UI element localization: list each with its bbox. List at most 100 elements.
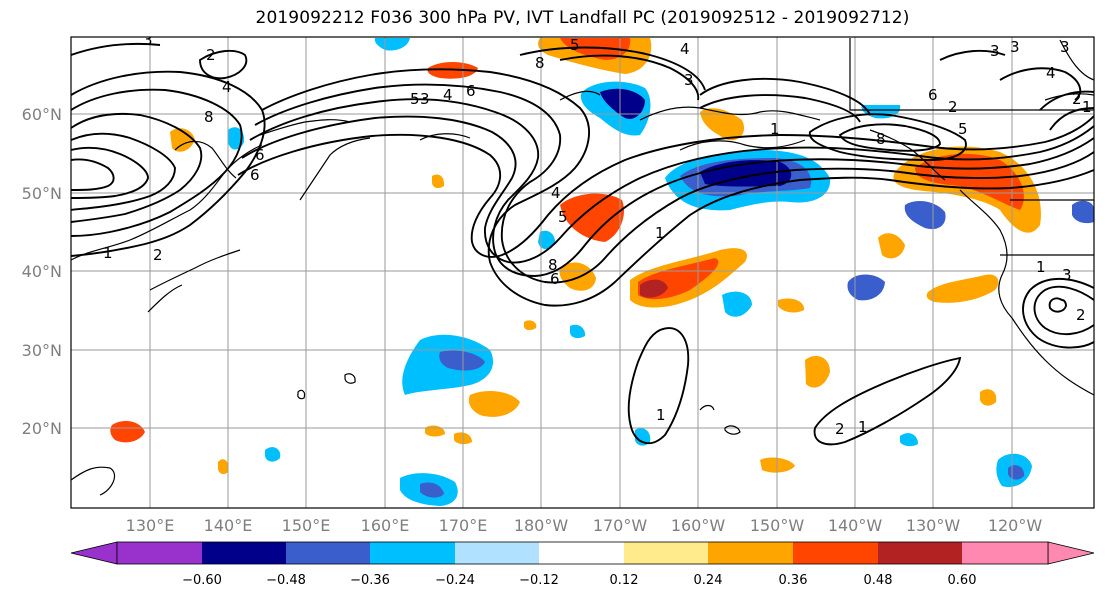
lat-label: 60°N bbox=[22, 105, 62, 124]
lon-label: 140°E bbox=[204, 516, 253, 535]
shade-positive-region bbox=[926, 274, 999, 303]
shade-negative-region bbox=[904, 200, 946, 230]
colorbar-tick-label: 0.60 bbox=[948, 573, 977, 588]
contour-label: 2 bbox=[835, 420, 845, 438]
contour-label: 8 bbox=[548, 256, 558, 274]
shade-positive-region bbox=[560, 193, 625, 242]
lat-label: 50°N bbox=[22, 184, 62, 203]
contour-label: 2 bbox=[1076, 306, 1086, 324]
lon-label: 170°E bbox=[439, 516, 488, 535]
colorbar-bin bbox=[878, 542, 962, 564]
contour-label: 5 bbox=[570, 36, 580, 54]
colorbar-bin bbox=[962, 542, 1048, 564]
colorbar-bin bbox=[708, 542, 793, 564]
contour-label: 2 bbox=[153, 246, 163, 264]
shade-negative-region bbox=[420, 482, 444, 498]
shade-positive-region bbox=[170, 128, 195, 152]
contour-label: 4 bbox=[443, 86, 453, 104]
shade-negative-region bbox=[847, 274, 885, 301]
colorbar-bin bbox=[117, 542, 202, 564]
shade-positive-region bbox=[980, 389, 997, 406]
shade-positive-region bbox=[468, 390, 520, 417]
lon-label: 170°W bbox=[593, 516, 648, 535]
contour-label: 3 bbox=[1060, 38, 1070, 56]
colorbar: −0.60 −0.48 −0.36 −0.24 −0.12 0.12 0.24 … bbox=[70, 541, 1095, 588]
contour-label: 8 bbox=[204, 108, 214, 126]
lat-label: 40°N bbox=[22, 262, 62, 281]
colorbar-tick-label: −0.36 bbox=[350, 573, 390, 588]
contour-label: 1 bbox=[770, 120, 780, 138]
contour-label: 1 bbox=[656, 406, 666, 424]
shade-negative-region bbox=[570, 324, 586, 339]
lon-label: 150°E bbox=[282, 516, 331, 535]
contour-label: 6 bbox=[250, 166, 260, 184]
shade-negative-region bbox=[374, 38, 410, 51]
shade-positive-region bbox=[878, 233, 905, 259]
shade-positive-region bbox=[778, 298, 805, 313]
colorbar-tick-label: −0.48 bbox=[266, 573, 306, 588]
shade-positive-region bbox=[218, 459, 229, 475]
lat-label: 20°N bbox=[22, 419, 62, 438]
lon-label: 120°W bbox=[988, 516, 1043, 535]
contour-label: 3 bbox=[990, 42, 1000, 60]
shade-positive-region bbox=[640, 279, 668, 298]
colorbar-tick-label: 0.36 bbox=[779, 573, 808, 588]
colorbar-tick-label: −0.12 bbox=[519, 573, 559, 588]
graticule bbox=[71, 37, 1094, 508]
contour-label: 2 bbox=[206, 46, 216, 64]
colorbar-outline bbox=[116, 541, 1049, 565]
shade-positive-region bbox=[805, 356, 830, 388]
longitude-labels: 130°E 140°E 150°E 160°E 170°E 180°W 170°… bbox=[126, 516, 1043, 535]
contour-label: 3 bbox=[684, 71, 694, 89]
shade-negative-region bbox=[439, 350, 485, 371]
contour-label: 4 bbox=[222, 78, 232, 96]
contour-label: 3 bbox=[143, 31, 153, 49]
shade-negative-region bbox=[1072, 200, 1094, 224]
lat-label: 30°N bbox=[22, 341, 62, 360]
contour-label: 5 bbox=[410, 90, 420, 108]
shade-negative-region bbox=[635, 428, 651, 446]
contour-label: 1 bbox=[655, 224, 665, 242]
latitude-labels: 60°N 50°N 40°N 30°N 20°N bbox=[22, 105, 62, 438]
map-title: 2019092212 F036 300 hPa PV, IVT Landfall… bbox=[255, 8, 910, 28]
shade-positive-region bbox=[110, 420, 145, 443]
lon-label: 130°E bbox=[126, 516, 175, 535]
map-frame bbox=[70, 36, 1095, 509]
lon-label: 180°W bbox=[514, 516, 569, 535]
shade-positive-region bbox=[432, 174, 445, 189]
colorbar-extend-high bbox=[1047, 541, 1095, 565]
shade-negative-region bbox=[538, 230, 556, 250]
colorbar-tick-label: −0.24 bbox=[435, 573, 475, 588]
colorbar-bin bbox=[286, 542, 370, 564]
colorbar-tick-label: 0.12 bbox=[610, 573, 639, 588]
shade-negative-region bbox=[900, 433, 918, 447]
shade-negative-region bbox=[265, 447, 281, 462]
colorbar-tick-label: −0.60 bbox=[182, 573, 222, 588]
contour-label: 4 bbox=[551, 184, 561, 202]
contour-label: 4 bbox=[1046, 64, 1056, 82]
contour-label: 6 bbox=[255, 146, 265, 164]
shade-negative-region bbox=[600, 88, 645, 119]
lon-label: 150°W bbox=[750, 516, 805, 535]
colorbar-bin bbox=[455, 542, 539, 564]
contour-label: 6 bbox=[466, 82, 476, 100]
lon-label: 130°W bbox=[906, 516, 961, 535]
shade-negative-region bbox=[722, 291, 752, 317]
contour-label-group: 3 2 4 8 6 5 3 4 6 8 4 5 3 1 8 6 5 2 3 1 … bbox=[103, 31, 1092, 438]
contour-label: 8 bbox=[535, 54, 545, 72]
contour-label: 3 bbox=[1062, 266, 1072, 284]
contour-label: 5 bbox=[558, 208, 568, 226]
contour-label: 4 bbox=[680, 40, 690, 58]
shade-positive-region bbox=[700, 108, 745, 141]
colorbar-bin bbox=[370, 542, 455, 564]
contour-label: 1 bbox=[1082, 98, 1092, 116]
contour-label: 3 bbox=[1010, 38, 1020, 56]
lon-label: 160°E bbox=[361, 516, 410, 535]
colorbar-tick-label: 0.24 bbox=[694, 573, 723, 588]
contour-label: 3 bbox=[420, 90, 430, 108]
contour-label: 8 bbox=[876, 130, 886, 148]
pv-contours bbox=[71, 42, 1094, 446]
contour-label: 2 bbox=[948, 98, 958, 116]
colorbar-tick-label: 0.48 bbox=[864, 573, 893, 588]
